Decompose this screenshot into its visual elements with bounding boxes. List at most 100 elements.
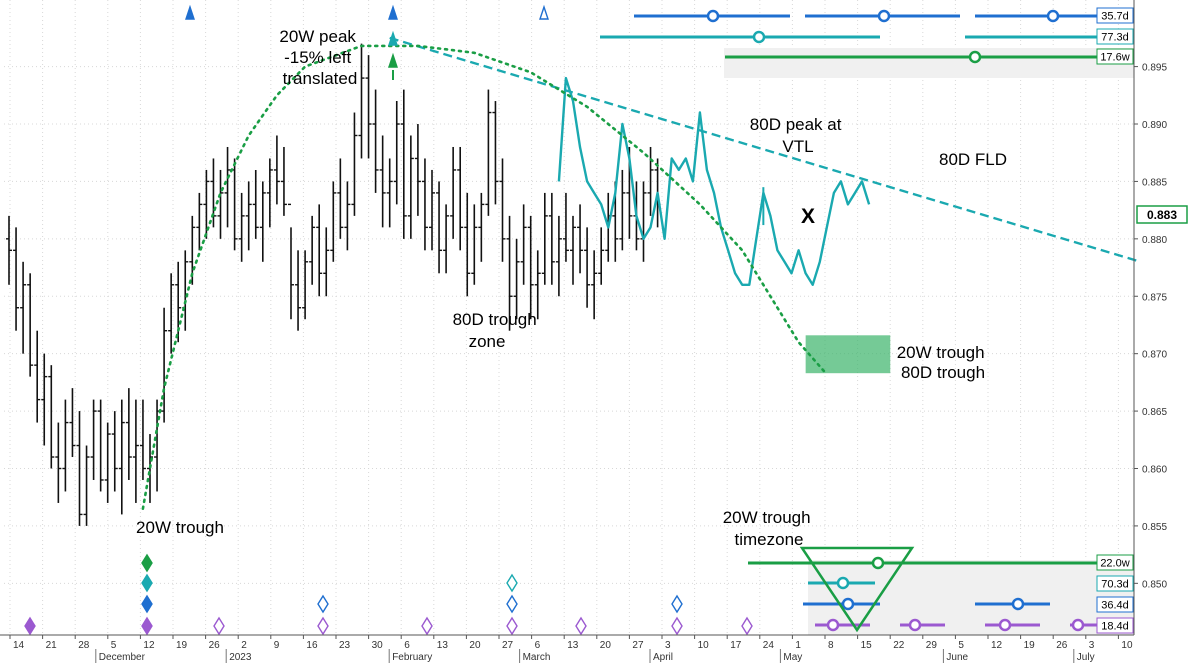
cycle-18d-range-2-circle [908, 618, 922, 632]
x-tick-label-15: 27 [502, 640, 514, 651]
trough-diamond-g0 [671, 594, 683, 614]
y-tick-label-8: 0.890 [1142, 120, 1167, 131]
x-tick-label-30: 12 [991, 640, 1003, 651]
month-label-4: April [653, 652, 673, 663]
x-axis: 14 21 28 5 12 19 26 2 9 16 23 30 6 13 20 27 6 13 20 27 3 10 17… [0, 634, 1134, 663]
x-tick-label-9: 16 [306, 640, 318, 651]
legend-35-7d: 35.7d [1096, 7, 1134, 24]
phase-markers [24, 4, 753, 636]
y-tick-label-2: 0.860 [1142, 464, 1167, 475]
legend-17-6w-label: 17.6w [1100, 52, 1129, 64]
annotation-timezone: 20W trough timezone [723, 508, 816, 549]
x-tick-label-11: 30 [372, 640, 384, 651]
trough-diamond-e0 [506, 573, 518, 593]
x-tick-label-19: 27 [632, 640, 644, 651]
trough-diamond-a1 [141, 573, 153, 593]
peak-triangle-2 [388, 4, 398, 20]
legend-17-6w: 17.6w [1096, 48, 1134, 65]
last-price-label: 0.883 [1147, 208, 1177, 222]
month-label-5: May [783, 652, 802, 663]
x-tick-label-24: 1 [795, 640, 801, 651]
x-tick-label-25: 8 [828, 640, 834, 651]
month-label-1: 2023 [229, 652, 252, 663]
trough-diamond-c0 [317, 594, 329, 614]
x-tick-label-32: 26 [1056, 640, 1068, 651]
projection-box-rect [805, 335, 891, 374]
y-tick-label-3: 0.865 [1142, 407, 1167, 418]
x-tick-label-28: 29 [926, 640, 938, 651]
legend-22-0w: 22.0w [1096, 554, 1134, 571]
y-tick-label-0: 0.850 [1142, 579, 1167, 590]
range-background-top [724, 48, 1134, 78]
projection-box [805, 335, 891, 374]
x-tick-label-23: 24 [763, 640, 775, 651]
annotation-20w-trough: 20W trough [136, 518, 224, 537]
last-price-badge: 0.883 [1136, 205, 1188, 224]
legend-22-0w-label: 22.0w [1100, 558, 1129, 570]
x-marker: X [801, 205, 815, 228]
y-axis: 0.850 0.855 0.860 0.865 0.870 0.875 0.880 0.885… [1133, 0, 1167, 635]
x-tick-label-14: 20 [469, 640, 481, 651]
ohlc-bars [6, 43, 661, 526]
annotation-80d-trough-zone-line2: zone [469, 332, 506, 351]
cycle-18d-range-3-circle [998, 618, 1012, 632]
cycle-35-range-2-circle [877, 9, 891, 23]
month-label-6: June [946, 652, 968, 663]
legend-77-3d: 77.3d [1096, 28, 1134, 45]
x-tick-label-34: 10 [1121, 640, 1133, 651]
month-label-0: December [99, 652, 146, 663]
y-tick-label-1: 0.855 [1142, 522, 1167, 533]
x-tick-label-2: 28 [78, 640, 90, 651]
y-tick-label-6: 0.880 [1142, 235, 1167, 246]
x-tick-label-13: 13 [437, 640, 449, 651]
peak-triangle-5 [388, 52, 398, 68]
annotation-80d-fld: 80D FLD [939, 150, 1007, 169]
cycle-35-range-1-circle [706, 9, 720, 23]
x-tick-label-3: 5 [111, 640, 117, 651]
x-tick-label-5: 19 [176, 640, 188, 651]
annotation-peak: 20W peak -15% left translated [279, 27, 360, 88]
month-label-3: March [523, 652, 551, 663]
x-tick-label-26: 15 [861, 640, 873, 651]
cycle-36d-range-2-circle [1011, 597, 1025, 611]
x-tick-label-16: 6 [535, 640, 541, 651]
x-tick-label-7: 2 [241, 640, 247, 651]
annotation-80d-trough-zone: 80D trough zone [453, 310, 542, 351]
timezone-triangle [799, 546, 915, 633]
month-label-2: February [392, 652, 432, 663]
annotation-box-trough-line1: 20W trough [897, 343, 985, 362]
trough-diamond-a3 [141, 616, 153, 636]
legend-18-4d-label: 18.4d [1101, 621, 1129, 633]
trough-diamond-a0 [141, 553, 153, 573]
legend-18-4d: 18.4d [1096, 617, 1134, 634]
annotation-vtl-line2: VTL [782, 137, 813, 156]
cycle-70d-range-circle [836, 576, 850, 590]
annotation-20w-trough-line1: 20W trough [136, 518, 224, 537]
annotation-timezone-line2: timezone [735, 530, 804, 549]
cycle-18d-range-4-circle [1071, 618, 1085, 632]
annotation-vtl-line1: 80D peak at [750, 115, 842, 134]
x-tick-label-29: 5 [958, 640, 964, 651]
series-line-2 [141, 44, 829, 511]
x-tick-label-17: 13 [567, 640, 579, 651]
trough-diamond-c1 [317, 616, 329, 636]
cycle-17w-range-circle [968, 50, 982, 64]
x-tick-label-8: 9 [274, 640, 280, 651]
series-line-0 [557, 76, 871, 286]
trough-diamond-f0 [575, 616, 587, 636]
x-tick-label-33: 3 [1089, 640, 1095, 651]
x-tick-label-10: 23 [339, 640, 351, 651]
x-tick-label-0: 14 [13, 640, 25, 651]
peak-triangle-3 [539, 4, 549, 20]
cycle-22w-range-circle [871, 556, 885, 570]
cycle-legend: 35.7d 77.3d 17.6w 22.0w 70.3d 36.4d 18.4… [1096, 7, 1134, 634]
y-tick-label-7: 0.885 [1142, 177, 1167, 188]
trough-diamond-a2 [141, 594, 153, 614]
x-tick-label-27: 22 [893, 640, 905, 651]
annotation-peak-line3: translated [283, 69, 358, 88]
x-tick-label-31: 19 [1024, 640, 1036, 651]
x-tick-label-22: 17 [730, 640, 742, 651]
trough-diamond-e1 [506, 594, 518, 614]
x-tick-label-4: 12 [143, 640, 155, 651]
